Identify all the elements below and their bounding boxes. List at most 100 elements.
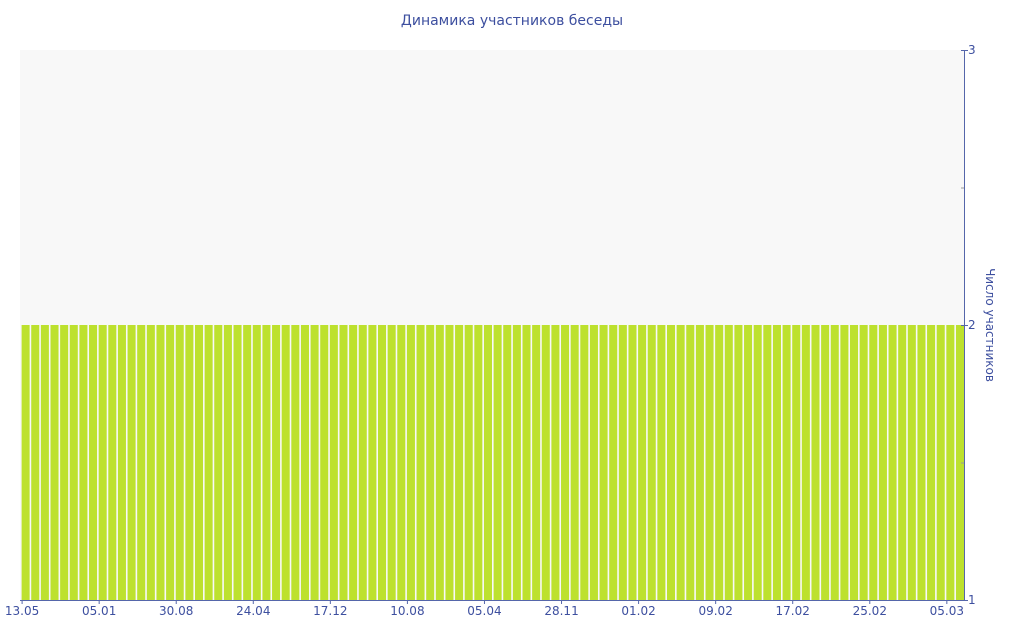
bar [89, 325, 98, 600]
bar [522, 325, 531, 600]
bar [570, 325, 579, 600]
bar [628, 325, 637, 600]
bar [50, 325, 59, 600]
bar [724, 325, 733, 600]
bar [686, 325, 695, 600]
bar [349, 325, 358, 600]
bar [936, 325, 945, 600]
bar [310, 325, 319, 600]
x-tick-label: 17.12 [313, 604, 347, 618]
bars-group [21, 325, 964, 600]
bar [850, 325, 859, 600]
bar [464, 325, 473, 600]
bar [416, 325, 425, 600]
bar [705, 325, 714, 600]
bar [108, 325, 117, 600]
bar [262, 325, 271, 600]
bar [503, 325, 512, 600]
bar [618, 325, 627, 600]
bar [252, 325, 261, 600]
bar [927, 325, 936, 600]
bar [156, 325, 165, 600]
bar [300, 325, 309, 600]
bar [243, 325, 252, 600]
chart-title: Динамика участников беседы [400, 13, 624, 29]
bar [898, 325, 907, 600]
bar [811, 325, 820, 600]
bar [281, 325, 290, 600]
bar [666, 325, 676, 600]
bar [715, 325, 724, 600]
bar [830, 325, 839, 600]
bar [821, 325, 830, 600]
bar [599, 325, 608, 600]
bar [561, 325, 570, 600]
x-tick-label: 24.04 [236, 604, 270, 618]
bar [512, 325, 521, 600]
bar [194, 325, 204, 600]
bar [580, 325, 589, 600]
bar [744, 325, 753, 600]
bar [31, 325, 40, 600]
bar [483, 325, 492, 600]
bar [204, 325, 213, 600]
bar [541, 325, 550, 600]
bar [339, 325, 348, 600]
x-tick-label: 05.04 [467, 604, 501, 618]
x-tick-label: 10.08 [390, 604, 424, 618]
bar [763, 325, 772, 600]
bar [397, 325, 406, 600]
bar [753, 325, 762, 600]
bar [320, 325, 329, 600]
bar [435, 325, 444, 600]
bar [175, 325, 184, 600]
bar [214, 325, 223, 600]
bar [946, 325, 955, 600]
bar [368, 325, 377, 600]
bar [840, 325, 849, 600]
bar [146, 325, 155, 600]
bar [695, 325, 704, 600]
bar [185, 325, 194, 600]
y-axis-label: Число участников [983, 268, 997, 382]
x-tick-label: 30.08 [159, 604, 193, 618]
x-tick-label: 28.11 [544, 604, 578, 618]
bar [69, 325, 78, 600]
bar [917, 325, 926, 600]
bar [551, 325, 560, 600]
bar [869, 325, 878, 600]
bar [166, 325, 175, 600]
bar [734, 325, 743, 600]
bar [79, 325, 88, 600]
bar [801, 325, 810, 600]
bar [859, 325, 868, 600]
bar [387, 325, 396, 600]
bar [445, 325, 454, 600]
bar [378, 325, 387, 600]
bar [329, 325, 338, 600]
bar [609, 325, 618, 600]
bar [589, 325, 598, 600]
bar [878, 325, 887, 600]
x-tick-label: 05.01 [82, 604, 116, 618]
y-tick-label: 1 [968, 593, 976, 607]
bar [426, 325, 435, 600]
bar [117, 325, 126, 600]
bar [272, 325, 281, 600]
bar [127, 325, 136, 600]
bar [955, 325, 964, 600]
bar [638, 325, 647, 600]
x-tick-label: 17.02 [776, 604, 810, 618]
x-tick-label: 13.05 [5, 604, 39, 618]
bar [21, 325, 30, 600]
x-tick-label: 25.02 [853, 604, 887, 618]
bar [792, 325, 801, 600]
x-tick-label: 05.03 [930, 604, 964, 618]
bar [233, 325, 242, 600]
bar [782, 325, 791, 600]
x-tick-label: 01.02 [621, 604, 655, 618]
y-tick-label: 3 [968, 43, 976, 57]
bar [888, 325, 897, 600]
y-tick-label: 2 [968, 318, 976, 332]
